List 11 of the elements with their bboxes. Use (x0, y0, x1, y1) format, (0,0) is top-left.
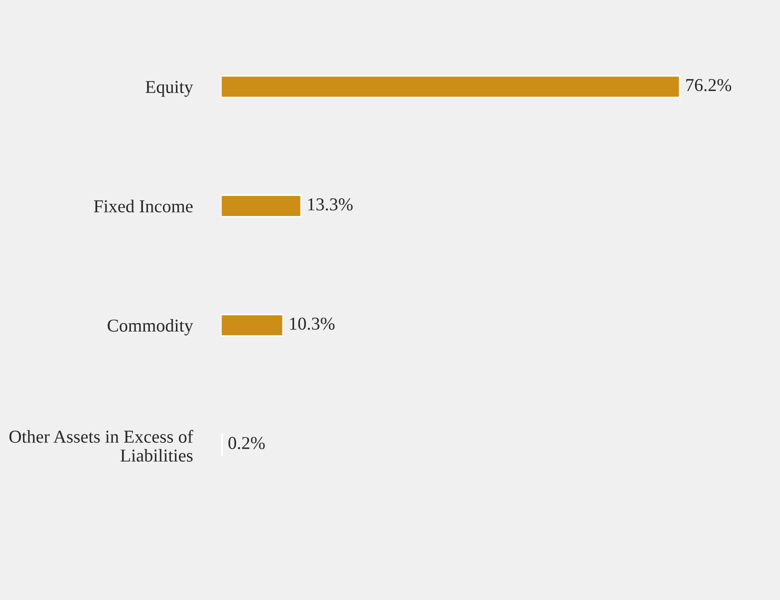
data-label: 0.2% (228, 436, 265, 450)
data-label: 76.2% (686, 78, 732, 92)
y-tick-label: Fixed Income (94, 200, 193, 212)
bar (221, 194, 302, 218)
y-tick-label: Equity (146, 80, 194, 97)
y-tick-label: Commodity (108, 318, 194, 336)
bar (221, 314, 284, 337)
y-tick-label: Other Assets in Excess of Liabilities (9, 430, 194, 462)
bar (221, 75, 680, 98)
data-label: 10.3% (290, 318, 335, 330)
data-label: 13.3% (308, 198, 353, 211)
